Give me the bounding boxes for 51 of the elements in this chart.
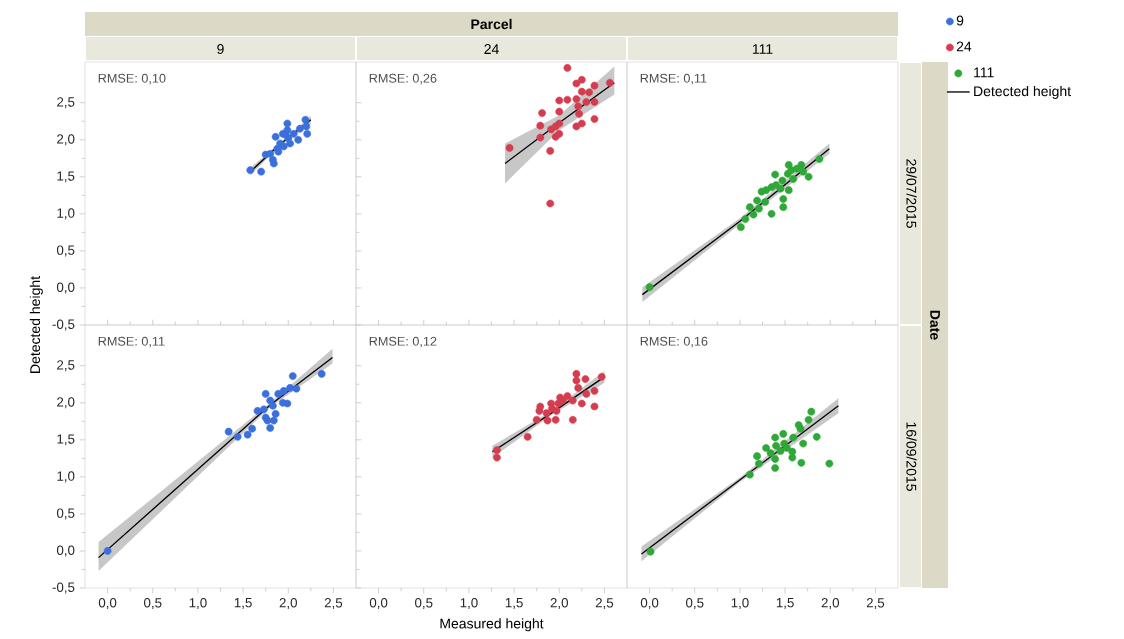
y-tick-label: 2,0 — [57, 397, 75, 409]
x-tick-label: 2,0 — [279, 598, 297, 610]
x-tick-label: 2,5 — [324, 598, 343, 610]
text: Date — [930, 310, 940, 340]
x-tick-label: 0,0 — [369, 598, 388, 610]
y-tick-label: 1,0 — [57, 208, 75, 220]
annotation: RMSE: 0,10 — [98, 73, 166, 85]
y-tick-label: 0,5 — [56, 508, 75, 520]
y-tick-label: 2,0 — [57, 134, 75, 146]
annotation: RMSE: 0,11 — [98, 336, 165, 348]
y-tick-label: 1,5 — [57, 434, 75, 446]
y2-axis-title: 29/07/2015 — [906, 159, 917, 228]
annotation: RMSE: 0,11 — [640, 73, 707, 85]
annotation: RMSE: 0,26 — [369, 73, 437, 85]
legend-label: 9 — [956, 15, 964, 26]
y-tick-label: 0,0 — [56, 545, 75, 557]
x-axis-title: Measured height — [440, 618, 544, 632]
x-tick-label: 2,5 — [866, 598, 885, 610]
legend-label: 111 — [974, 67, 994, 78]
y-axis-title: Detected height — [29, 276, 43, 373]
chart-subtitle: 111 — [752, 44, 773, 54]
x-tick-label: 1,0 — [460, 598, 478, 610]
x-tick-label: 2,0 — [550, 598, 569, 610]
y-tick-label: 2,5 — [57, 360, 75, 372]
x-tick-label: 0,5 — [686, 598, 704, 610]
x-tick-label: 2,5 — [595, 598, 614, 610]
annotation: RMSE: 0,12 — [369, 336, 437, 348]
x-tick-label: 0,0 — [98, 598, 117, 610]
y-tick-label: 2,5 — [57, 97, 75, 109]
annotation: RMSE: 0,16 — [640, 336, 708, 348]
y-tick-label: 0,0 — [56, 282, 75, 294]
chart-title: Parcel — [471, 18, 512, 30]
y-tick-label: -0,5 — [52, 582, 75, 594]
x-tick-label: 1,5 — [776, 598, 794, 609]
y-tick-label: 1,5 — [57, 171, 75, 183]
x-tick-label: 1,5 — [234, 598, 252, 609]
y-tick-label: 1,0 — [57, 471, 75, 483]
x-tick-label: 1,0 — [189, 598, 207, 610]
x-tick-label: 1,5 — [505, 598, 523, 609]
legend-label: 24 — [956, 41, 972, 52]
x-tick-label: 1,0 — [731, 598, 749, 610]
y-tick-label: -0,5 — [52, 319, 75, 331]
x-tick-label: 0,5 — [144, 598, 162, 610]
y-tick-label: 0,5 — [56, 245, 75, 257]
x-tick-label: 0,5 — [415, 598, 433, 610]
chart-subtitle: 24 — [484, 44, 499, 54]
x-tick-label: 0,0 — [640, 598, 659, 610]
chart-subtitle: 9 — [217, 44, 224, 54]
x-tick-label: 2,0 — [821, 598, 840, 610]
y2-axis-title: 16/09/2015 — [906, 422, 917, 491]
legend-label: Detected height — [974, 85, 1071, 99]
